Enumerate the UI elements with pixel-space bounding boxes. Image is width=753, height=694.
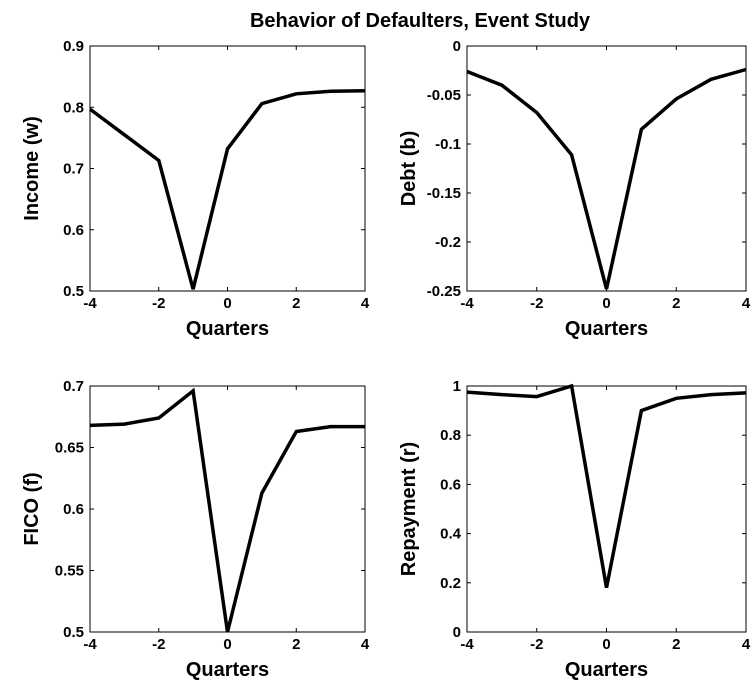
figure-title: Behavior of Defaulters, Event Study	[250, 10, 591, 32]
income-ytick-label: 0.7	[63, 161, 84, 178]
debt-ytick-label: -0.25	[427, 283, 461, 300]
debt-ylabel: Debt (b)	[398, 131, 420, 207]
income-xtick-label: 2	[292, 295, 300, 312]
repayment-xtick-label: 0	[602, 636, 610, 653]
repayment-xtick-label: 2	[672, 636, 680, 653]
debt-series-line	[466, 67, 747, 290]
fico-ytick-label: 0.5	[63, 624, 84, 641]
income-ytick-label: 0.8	[63, 99, 84, 116]
fico-xtick-label: -4	[83, 636, 97, 653]
fico-series-line	[89, 387, 365, 633]
income-ytick-label: 0.5	[63, 283, 84, 300]
repayment-ytick-label: 1	[453, 378, 461, 395]
debt-ytick-label: -0.2	[435, 234, 461, 251]
income-axes-box	[89, 45, 366, 292]
repayment-ylabel: Repayment (r)	[398, 442, 420, 576]
repayment-ytick-label: 0.6	[440, 476, 461, 493]
repayment-xtick-label: -4	[460, 636, 474, 653]
income-ytick-label: 0.6	[63, 222, 84, 239]
debt-xtick-label: 4	[742, 295, 751, 312]
repayment-ytick-label: 0	[453, 624, 461, 641]
repayment-xlabel: Quarters	[565, 659, 648, 681]
debt-xtick-label: -4	[460, 295, 474, 312]
repayment-xtick-label: 4	[742, 636, 751, 653]
repayment-panel: -4 -2 0 2 4 0 0.2 0.4 0.6 0.8 1 Quarters Repayment (…	[398, 378, 751, 681]
fico-xtick-label: 4	[361, 636, 370, 653]
repayment-ytick-label: 0.4	[440, 526, 462, 543]
fico-ytick-label: 0.7	[63, 378, 84, 395]
debt-ytick-label: -0.15	[427, 185, 461, 202]
income-series-line	[88, 88, 366, 290]
repayment-series-line	[466, 383, 747, 589]
income-xtick-label: 0	[223, 295, 231, 312]
fico-ytick-label: 0.6	[63, 501, 84, 518]
income-xtick-label: -2	[152, 295, 165, 312]
fico-xtick-label: 0	[223, 636, 231, 653]
repayment-ytick-label: 0.8	[440, 427, 461, 444]
fico-ylabel: FICO (f)	[21, 472, 43, 545]
fico-panel: -4 -2 0 2 4 0.5 0.55 0.6 0.65 0.7 Quarters FICO (f)	[21, 378, 370, 681]
repayment-axes-box	[466, 385, 747, 633]
repayment-ytick-label: 0.2	[440, 575, 461, 592]
income-ylabel: Income (w)	[21, 116, 43, 220]
debt-panel: -4 -2 0 2 4 -0.25 -0.2 -0.15 -0.1 -0.05 0 Quarters D…	[398, 38, 751, 340]
fico-xtick-label: -2	[152, 636, 165, 653]
debt-ytick-label: -0.05	[427, 87, 461, 104]
income-ytick-label: 0.9	[63, 38, 84, 55]
debt-ytick-label: 0	[453, 38, 461, 55]
repayment-xtick-label: -2	[530, 636, 543, 653]
debt-ytick-label: -0.1	[435, 136, 461, 153]
debt-xtick-label: 2	[672, 295, 680, 312]
income-panel: -4 -2 0 2 4 0.5 0.6 0.7 0.8 0.9 Quarters Income (w)	[21, 38, 370, 340]
fico-xtick-label: 2	[292, 636, 300, 653]
fico-ytick-label: 0.65	[55, 440, 84, 457]
debt-xtick-label: 0	[602, 295, 610, 312]
income-xlabel: Quarters	[186, 318, 269, 340]
fico-ytick-label: 0.55	[55, 563, 84, 580]
debt-xlabel: Quarters	[565, 318, 648, 340]
fico-xlabel: Quarters	[186, 659, 269, 681]
debt-xtick-label: -2	[530, 295, 543, 312]
income-xtick-label: -4	[83, 295, 97, 312]
income-xtick-label: 4	[361, 295, 370, 312]
